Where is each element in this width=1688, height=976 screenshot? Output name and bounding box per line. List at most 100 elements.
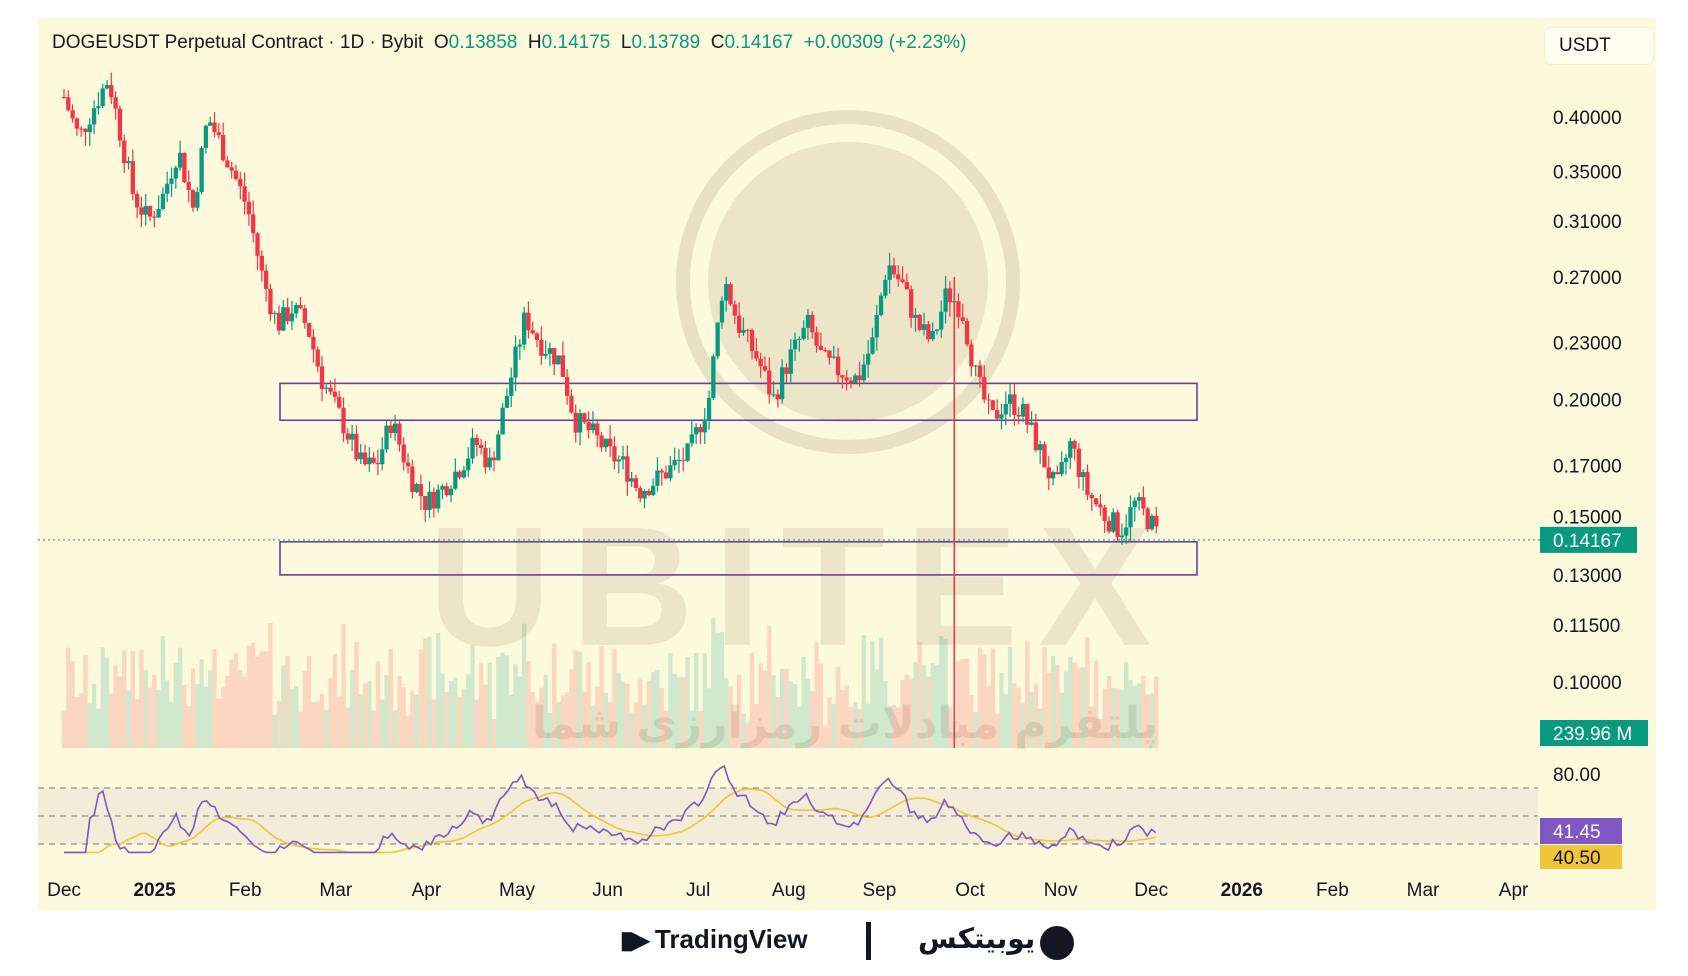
- volume-bar: [887, 705, 892, 748]
- volume-bar: [169, 701, 174, 748]
- volume-bar: [358, 694, 363, 748]
- volume-bar: [805, 679, 811, 748]
- volume-bar: [1098, 718, 1103, 748]
- candle-body: [749, 330, 755, 352]
- volume-bar: [483, 684, 488, 748]
- candle-body: [698, 427, 703, 433]
- volume-bar: [238, 669, 243, 748]
- volume-bar: [960, 658, 965, 748]
- watermark: UBITEX پلتفرم مبادلات رمزارزی شما: [428, 110, 1158, 749]
- candle-body: [225, 160, 230, 168]
- candle-body: [1081, 472, 1086, 478]
- candle-body: [1042, 444, 1047, 468]
- candle-body: [1132, 500, 1137, 508]
- candle-body: [229, 167, 234, 171]
- volume-bar: [1136, 683, 1142, 748]
- volume-bar: [504, 655, 510, 748]
- volume-bar: [977, 647, 983, 748]
- volume-bar: [87, 703, 92, 748]
- candle-body: [1085, 472, 1090, 495]
- volume-bar: [853, 702, 858, 748]
- candle-body: [496, 434, 501, 461]
- volume-bar: [182, 685, 187, 748]
- candle-body: [913, 314, 918, 318]
- time-tick-label: Feb: [229, 880, 262, 901]
- rsi-tick-label: 80.00: [1553, 765, 1601, 786]
- rsi-ma-label: 40.50: [1553, 848, 1601, 869]
- close-label: C: [710, 32, 725, 53]
- candle-body: [672, 459, 677, 466]
- volume-bar: [685, 657, 690, 748]
- candle-body: [410, 466, 415, 493]
- volume-bar: [1020, 703, 1026, 748]
- volume-bar: [706, 688, 712, 748]
- candle-body: [74, 118, 80, 129]
- candle-body: [126, 161, 131, 164]
- candle-body: [595, 423, 600, 436]
- tradingview-logo: ▮▶ TradingView: [620, 924, 808, 955]
- candle-body: [285, 307, 290, 322]
- candle-body: [401, 444, 406, 463]
- time-tick-label: Dec: [47, 880, 81, 901]
- last-price-badge: [1540, 526, 1637, 553]
- footer-divider: [866, 922, 871, 960]
- candle-body: [1106, 520, 1112, 532]
- candle-body: [302, 308, 307, 323]
- price-axis[interactable]: 0.40000 0.35000 0.31000 0.27000 0.23000 0.200…: [1540, 108, 1648, 746]
- candle-body: [311, 336, 316, 350]
- candle-body: [780, 367, 785, 400]
- volume-bar: [754, 704, 759, 748]
- volume-bar: [1068, 656, 1073, 748]
- volume-bar: [225, 675, 230, 748]
- volume-bar: [177, 647, 183, 748]
- candle-body: [539, 339, 544, 356]
- volume-bar: [367, 681, 372, 748]
- candle-body: [169, 178, 174, 184]
- candle-body: [891, 265, 897, 275]
- time-tick-label: Sep: [862, 880, 896, 901]
- volume-bar: [509, 694, 514, 748]
- candle-body: [603, 438, 608, 448]
- candle-body: [315, 349, 320, 367]
- volume-bar: [1050, 655, 1056, 748]
- time-axis[interactable]: Dec 2025 Feb Mar Apr May Jun Jul Aug Sep Oct Nov Dec…: [47, 880, 1529, 901]
- volume-bar: [1081, 667, 1086, 748]
- volume-bar: [152, 674, 157, 748]
- volume-bar: [693, 652, 699, 748]
- candle-body: [1141, 497, 1146, 509]
- volume-bar: [139, 649, 144, 748]
- candle-body: [616, 459, 621, 462]
- volume-bar: [117, 676, 123, 748]
- volume-bar: [423, 638, 428, 748]
- volume-bar: [973, 712, 978, 748]
- volume-bar: [1149, 693, 1155, 748]
- volume-bar: [272, 714, 277, 748]
- last-price-label: 0.14167: [1553, 531, 1622, 552]
- volume-bar: [405, 715, 411, 748]
- candle-body: [259, 255, 264, 271]
- volume-bar: [109, 693, 114, 748]
- candle-body: [745, 329, 750, 331]
- volume-bar: [229, 659, 234, 748]
- candle-body: [349, 433, 355, 440]
- candle-body: [83, 128, 88, 133]
- chart-frame: [38, 18, 1656, 910]
- candle-body: [70, 110, 75, 119]
- volume-bar: [208, 670, 213, 748]
- high-label: H: [527, 32, 542, 53]
- volume-bar: [599, 646, 604, 748]
- candle-body: [1145, 508, 1150, 530]
- volume-bar: [1046, 672, 1051, 748]
- volume-bar: [392, 710, 398, 748]
- volume-bar: [930, 663, 935, 748]
- currency-selector[interactable]: USDT: [1545, 28, 1653, 64]
- candle-body: [1029, 422, 1034, 425]
- candle-body: [139, 207, 144, 215]
- volume-bar: [986, 686, 991, 748]
- candle-body: [1119, 535, 1125, 538]
- candle-body: [887, 265, 892, 280]
- volume-bar: [457, 696, 462, 748]
- candle-body: [689, 434, 694, 444]
- volume-bar: [130, 650, 135, 748]
- volume-bar: [616, 672, 621, 748]
